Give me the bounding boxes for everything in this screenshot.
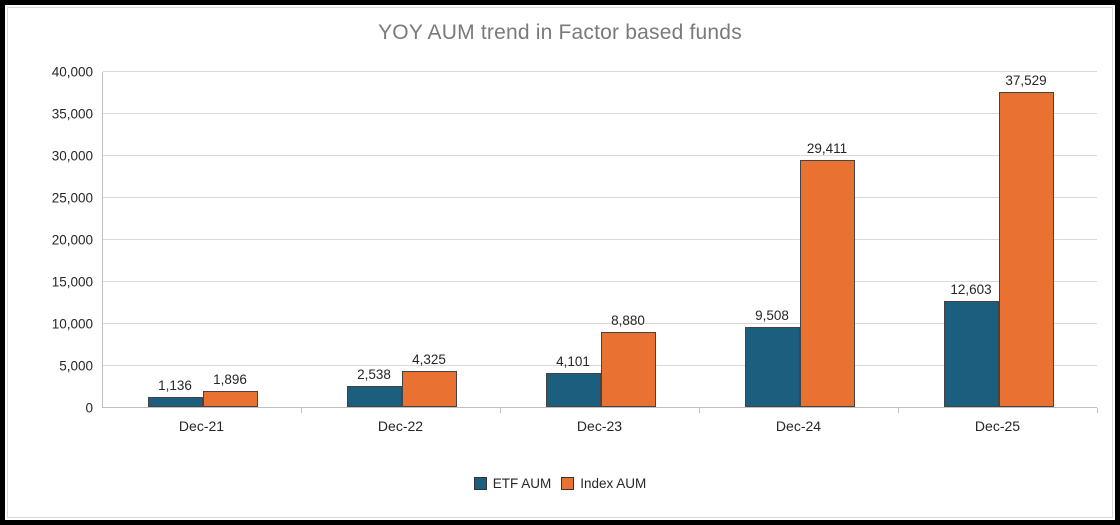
x-axis-tick-mark (1097, 408, 1098, 413)
bar-index-aum-dec-25[interactable] (998, 92, 1054, 407)
plot-area: 1,136 1,896 2,538 4,325 4,101 8,880 9,508 29,41… (102, 71, 1098, 413)
bar-value-label: 12,603 (950, 282, 992, 297)
bar-value-label: 4,325 (412, 352, 446, 367)
x-axis-tick-mark (898, 408, 899, 413)
y-axis-tick-label: 20,000 (51, 232, 93, 248)
bar-group-dec-25: 12,603 37,529 (899, 72, 1098, 407)
bar-value-label: 1,896 (213, 372, 247, 387)
y-axis-tick-label: 10,000 (51, 316, 93, 332)
y-axis-tick-label: 15,000 (51, 274, 93, 290)
x-axis-category-label: Dec-25 (974, 418, 1021, 434)
bar-index-aum-dec-23[interactable] (600, 332, 656, 407)
bar-etf-aum-dec-21[interactable] (147, 397, 203, 407)
bar-column: 37,529 (998, 73, 1054, 407)
bar-column: 12,603 (943, 282, 999, 407)
y-axis-tick-label: 30,000 (51, 148, 93, 164)
bar-group-dec-24: 9,508 29,411 (700, 72, 899, 407)
legend-item-index-aum[interactable]: Index AUM (561, 476, 646, 491)
gridline (103, 71, 1097, 72)
legend: ETF AUM Index AUM (8, 476, 1112, 491)
bar-group-dec-22: 2,538 4,325 (302, 72, 501, 407)
gridline (103, 155, 1097, 156)
legend-label: ETF AUM (492, 476, 552, 491)
bar-etf-aum-dec-25[interactable] (943, 301, 999, 407)
bar-value-label: 37,529 (1005, 73, 1047, 88)
legend-label: Index AUM (580, 476, 647, 491)
legend-item-etf-aum[interactable]: ETF AUM (473, 476, 552, 491)
legend-swatch-icon (561, 477, 575, 490)
bar-column: 8,880 (600, 313, 656, 407)
bar-index-aum-dec-21[interactable] (202, 391, 258, 407)
bar-value-label: 1,136 (158, 378, 192, 393)
x-axis: Dec-21 Dec-22 Dec-23 Dec-24 Dec-25 (102, 418, 1097, 434)
bar-column: 2,538 (346, 367, 402, 407)
bar-value-label: 8,880 (611, 313, 645, 328)
x-axis-category-label: Dec-22 (377, 418, 424, 434)
y-axis-tick-label: 5,000 (59, 358, 93, 374)
gridline (103, 239, 1097, 240)
y-axis-tick-label: 40,000 (51, 64, 93, 80)
x-axis-category-label: Dec-23 (576, 418, 623, 434)
bar-group-dec-21: 1,136 1,896 (103, 72, 302, 407)
bar-index-aum-dec-24[interactable] (799, 160, 855, 407)
bar-column: 4,101 (545, 354, 601, 407)
bar-column: 29,411 (799, 141, 855, 407)
gridline (103, 197, 1097, 198)
bar-group-dec-23: 4,101 8,880 (501, 72, 700, 407)
gridline (103, 365, 1097, 366)
bar-value-label: 9,508 (755, 308, 789, 323)
x-axis-tick-mark (699, 408, 700, 413)
bar-etf-aum-dec-22[interactable] (346, 386, 402, 407)
bar-etf-aum-dec-23[interactable] (545, 373, 601, 407)
gridline (103, 113, 1097, 114)
bar-column: 9,508 (744, 308, 800, 407)
bar-column: 1,896 (202, 372, 258, 407)
x-axis-tick-mark (301, 408, 302, 413)
legend-swatch-icon (473, 477, 487, 490)
bar-value-label: 2,538 (357, 367, 391, 382)
x-axis-category-label: Dec-21 (178, 418, 225, 434)
bar-index-aum-dec-22[interactable] (401, 371, 457, 407)
chart-title: YOY AUM trend in Factor based funds (378, 21, 742, 44)
x-axis-category-label: Dec-24 (775, 418, 822, 434)
y-axis-tick-label: 0 (85, 400, 93, 416)
bar-column: 4,325 (401, 352, 457, 407)
y-axis-tick-label: 35,000 (51, 106, 93, 122)
y-axis-tick-label: 25,000 (51, 190, 93, 206)
x-axis-tick-mark (500, 408, 501, 413)
bar-value-label: 4,101 (556, 354, 590, 369)
bar-column: 1,136 (147, 378, 203, 407)
gridline (103, 323, 1097, 324)
chart-canvas: YOY AUM trend in Factor based funds 0 5,0… (7, 7, 1113, 518)
y-axis: 0 5,000 10,000 15,000 20,000 25,000 30,000 35,0… (8, 65, 93, 416)
gridline (103, 281, 1097, 282)
bar-value-label: 29,411 (806, 141, 848, 156)
bar-etf-aum-dec-24[interactable] (744, 327, 800, 407)
